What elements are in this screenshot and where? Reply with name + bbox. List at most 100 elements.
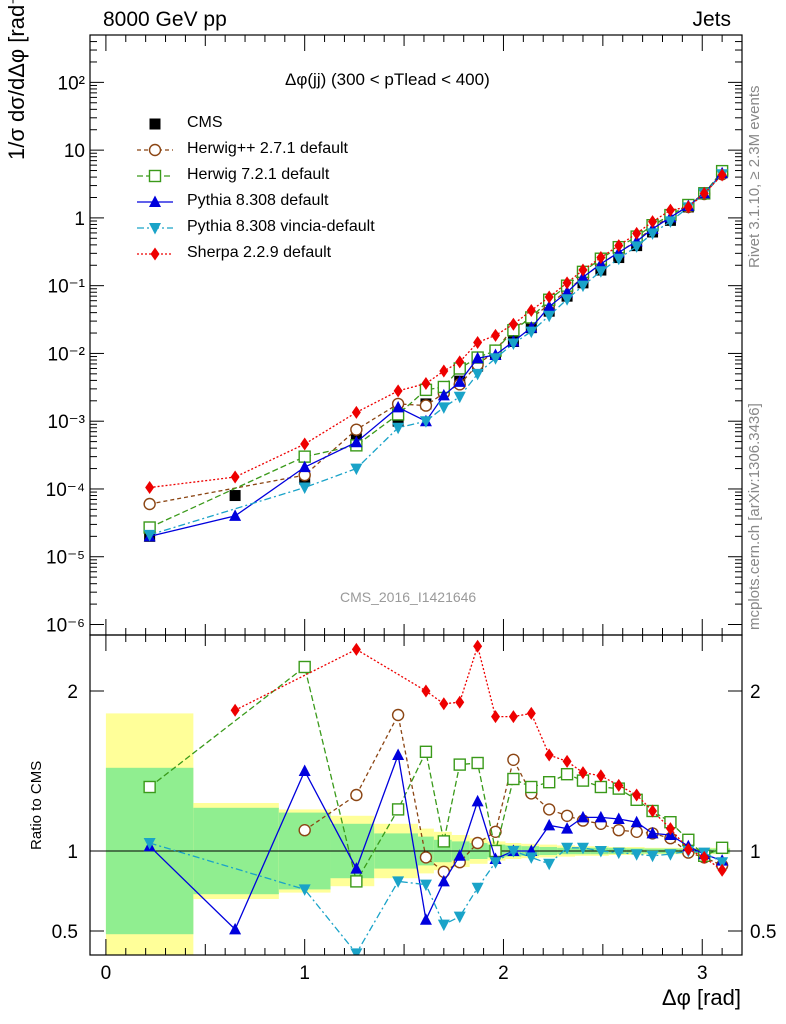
data-point-5 bbox=[230, 470, 240, 484]
legend-symbol bbox=[148, 143, 162, 157]
data-point-5 bbox=[439, 364, 449, 378]
data-point-4 bbox=[646, 228, 659, 240]
legend-marker-vincia bbox=[137, 223, 173, 235]
data-point-0 bbox=[392, 415, 404, 427]
ratio-y-tick-label-right: 1 bbox=[750, 842, 761, 863]
ratio-line-1 bbox=[149, 665, 723, 884]
data-point-1 bbox=[350, 423, 363, 436]
ratio-point-0 bbox=[612, 824, 625, 837]
x-tick-label: 0 bbox=[101, 963, 112, 984]
ratio-point-1 bbox=[542, 776, 556, 789]
data-point-3 bbox=[392, 400, 405, 413]
ratio-point-2 bbox=[419, 913, 432, 925]
y-tick-label: 10⁻² bbox=[48, 344, 86, 365]
data-point-4 bbox=[576, 280, 589, 293]
data-point-4 bbox=[612, 253, 625, 266]
data-point-5 bbox=[596, 251, 606, 265]
ratio-frame bbox=[89, 634, 743, 956]
legend-marker-pythia bbox=[137, 195, 173, 207]
data-point-5 bbox=[717, 168, 727, 182]
legend-symbol bbox=[149, 195, 161, 207]
data-point-5 bbox=[562, 276, 572, 290]
ratio-point-1 bbox=[143, 780, 156, 794]
analysis-watermark: CMS_2016_I1421646 bbox=[340, 589, 477, 605]
ratio-y-tick-label: 2 bbox=[67, 682, 78, 703]
rivet-version-label: Rivet 3.1.10, ≥ 2.3M events bbox=[746, 85, 763, 269]
ratio-point-4 bbox=[648, 804, 658, 818]
data-point-3 bbox=[229, 509, 242, 521]
ratio-point-4 bbox=[544, 748, 554, 762]
data-point-3 bbox=[453, 375, 466, 387]
header-process-label: 8000 GeV pp bbox=[103, 8, 227, 31]
ratio-point-3 bbox=[453, 911, 466, 924]
ratio-point-2 bbox=[561, 822, 574, 834]
ratio-point-1 bbox=[471, 756, 484, 770]
data-point-4 bbox=[507, 338, 520, 351]
ratio-point-4 bbox=[614, 778, 624, 792]
x-tick-label: 1 bbox=[299, 963, 310, 984]
ratio-point-0 bbox=[542, 803, 556, 816]
data-point-4 bbox=[561, 294, 574, 306]
ratio-point-4 bbox=[351, 642, 361, 656]
ratio-point-0 bbox=[471, 836, 484, 850]
data-point-1 bbox=[143, 497, 156, 511]
legend-symbol bbox=[149, 118, 161, 130]
ratio-point-4 bbox=[683, 842, 693, 856]
data-point-1 bbox=[419, 399, 433, 412]
y-tick-label: 1 bbox=[74, 209, 85, 230]
ratio-point-4 bbox=[455, 695, 465, 709]
ratio-point-0 bbox=[560, 809, 574, 822]
data-point-0 bbox=[229, 490, 241, 502]
y-tick-label: 10⁻¹ bbox=[48, 277, 86, 298]
data-point-3 bbox=[543, 300, 556, 312]
data-point-5 bbox=[544, 290, 554, 304]
data-point-3 bbox=[437, 388, 450, 401]
data-point-5 bbox=[473, 335, 483, 349]
ratio-point-4 bbox=[421, 684, 431, 698]
data-point-5 bbox=[578, 263, 588, 277]
legend-label-herwigpp: Herwig++ 2.7.1 default bbox=[187, 140, 348, 157]
legend-marker-cms bbox=[149, 118, 161, 130]
x-axis-label: Δφ [rad] bbox=[661, 985, 741, 1010]
data-point-5 bbox=[351, 405, 361, 419]
data-point-3 bbox=[350, 435, 363, 448]
data-point-5 bbox=[699, 186, 709, 200]
y-tick-label: 10 bbox=[64, 141, 85, 162]
ratio-point-4 bbox=[491, 710, 501, 724]
data-point-3 bbox=[471, 351, 484, 364]
data-point-5 bbox=[421, 377, 431, 391]
ratio-point-0 bbox=[419, 851, 433, 864]
x-tick-label: 2 bbox=[498, 963, 509, 984]
y-axis-label-text: 1/σ dσ/dΔφ [rad⁻¹] bbox=[4, 0, 29, 160]
series-line-4 bbox=[149, 173, 723, 536]
ratio-point-3 bbox=[576, 842, 589, 855]
ratio-point-3 bbox=[561, 842, 574, 855]
ratio-point-3 bbox=[298, 884, 311, 896]
ratio-point-2 bbox=[646, 826, 659, 839]
ratio-point-4 bbox=[230, 703, 240, 717]
ratio-point-1 bbox=[298, 660, 311, 674]
y-tick-label: 10⁻⁴ bbox=[46, 480, 85, 501]
ratio-point-4 bbox=[596, 769, 606, 783]
data-point-5 bbox=[614, 239, 624, 253]
ratio-point-2 bbox=[229, 922, 242, 935]
ratio-point-2 bbox=[453, 849, 466, 861]
ratio-point-3 bbox=[507, 846, 520, 858]
ratio-point-1 bbox=[715, 841, 729, 854]
data-point-4 bbox=[525, 326, 538, 339]
ratio-point-3 bbox=[612, 847, 625, 860]
ratio-point-3 bbox=[143, 838, 156, 850]
ratio-point-2 bbox=[437, 874, 450, 887]
data-point-5 bbox=[526, 304, 536, 318]
data-point-4 bbox=[471, 368, 484, 381]
mcplots-credit-label: mcplots.cern.ch [arXiv:1306.3436] bbox=[746, 403, 763, 630]
ratio-point-3 bbox=[392, 876, 405, 888]
ratio-y-tick-label: 0.5 bbox=[52, 922, 78, 943]
legend-symbol bbox=[148, 169, 162, 183]
y-tick-label: 10⁻⁵ bbox=[46, 548, 85, 569]
ratio-point-4 bbox=[665, 822, 675, 836]
data-point-4 bbox=[437, 402, 450, 414]
ratio-point-1 bbox=[507, 772, 520, 786]
legend-label-sherpa: Sherpa 2.2.9 default bbox=[187, 244, 332, 261]
